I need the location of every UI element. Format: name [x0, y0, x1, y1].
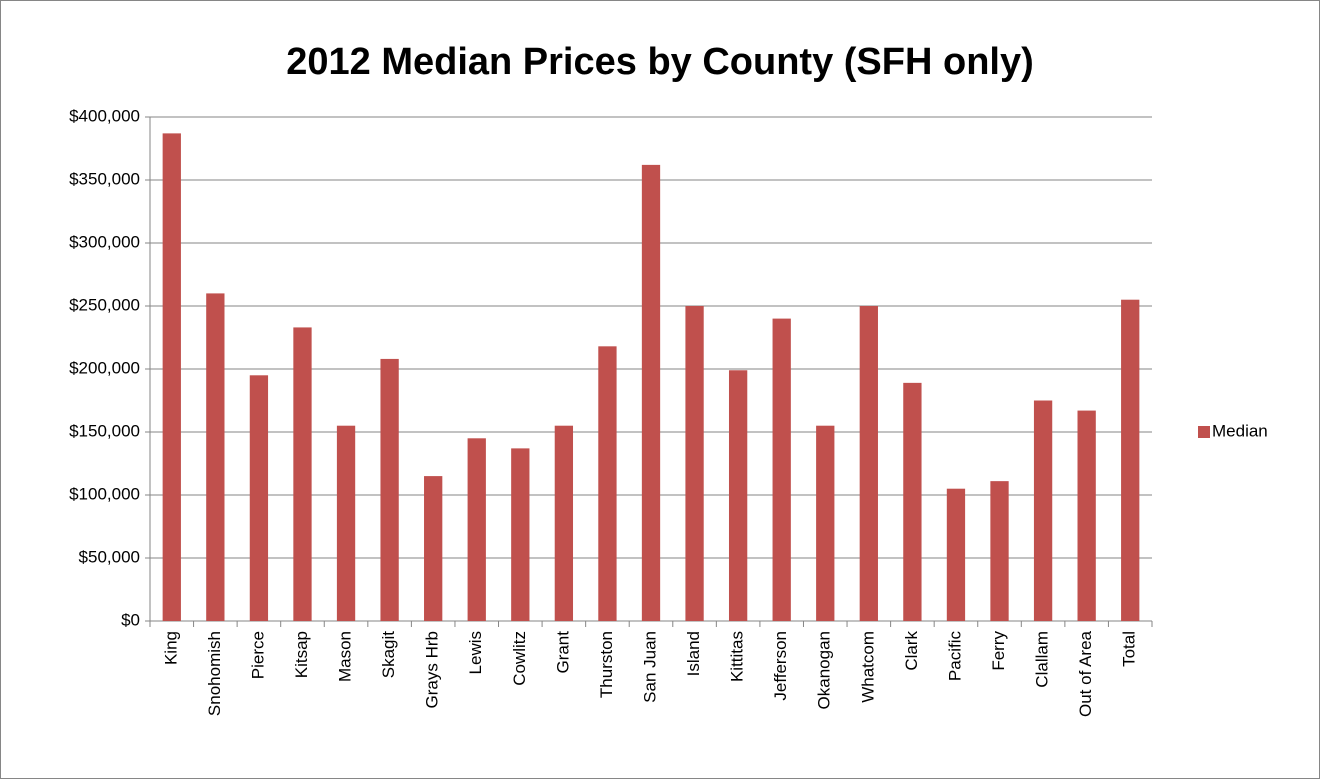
bar [380, 358, 399, 621]
y-tick-label: $300,000 [69, 232, 140, 251]
bar [206, 293, 225, 621]
bar [554, 425, 574, 621]
x-tick-label: Cowlitz [510, 631, 529, 686]
y-tick-label: $400,000 [69, 106, 140, 125]
x-tick-label: Kittitas [728, 631, 747, 682]
bar [424, 476, 443, 621]
bar [641, 164, 661, 621]
x-tick-label: King [161, 631, 180, 665]
x-tick-label: Total [1120, 631, 1139, 667]
x-tick-label: Whatcom [858, 631, 877, 703]
x-tick-label: Skagit [379, 631, 398, 679]
bar [467, 438, 486, 621]
bar [511, 448, 530, 621]
bar [249, 375, 269, 621]
y-tick-label: $50,000 [79, 547, 140, 566]
x-tick-label: Okanogan [815, 631, 834, 709]
chart-title: 2012 Median Prices by County (SFH only) [286, 41, 1034, 83]
bar [859, 306, 878, 621]
x-tick-label: Pacific [945, 631, 964, 682]
x-tick-label: Lewis [466, 631, 485, 674]
y-tick-label: $350,000 [69, 169, 140, 188]
x-tick-label: Out of Area [1076, 630, 1095, 717]
bar [336, 425, 356, 621]
x-tick-label: Snohomish [205, 631, 224, 716]
legend-label: Median [1212, 421, 1268, 440]
x-tick-label: Ferry [989, 631, 1008, 671]
y-tick-label: $100,000 [69, 484, 140, 503]
x-tick-label: Island [684, 631, 703, 676]
bar [990, 481, 1009, 621]
x-tick-label: Clallam [1033, 631, 1052, 688]
bar [816, 425, 835, 621]
x-tick-label: Mason [336, 631, 355, 682]
bar [162, 133, 181, 621]
bar [293, 327, 312, 621]
x-tick-label: Pierce [248, 631, 267, 679]
bar [772, 318, 791, 621]
bar [1033, 400, 1053, 621]
x-tick-label: Thurston [597, 631, 616, 698]
x-tick-label: Grant [553, 631, 572, 674]
x-tick-label: Jefferson [771, 631, 790, 701]
y-tick-label: $150,000 [69, 421, 140, 440]
bar [685, 306, 704, 621]
bar [946, 488, 966, 621]
x-tick-label: Clark [902, 631, 921, 671]
legend-swatch [1198, 426, 1210, 438]
bar [1121, 299, 1140, 621]
x-tick-label: Grays Hrb [423, 631, 442, 708]
y-tick-label: $200,000 [69, 358, 140, 377]
bar [903, 382, 922, 621]
bar [598, 346, 617, 621]
x-tick-label: San Juan [640, 631, 659, 703]
bar [728, 370, 748, 621]
x-tick-label: Kitsap [292, 631, 311, 678]
y-tick-label: $250,000 [69, 295, 140, 314]
bar [1077, 410, 1096, 621]
y-tick-label: $0 [121, 610, 140, 629]
